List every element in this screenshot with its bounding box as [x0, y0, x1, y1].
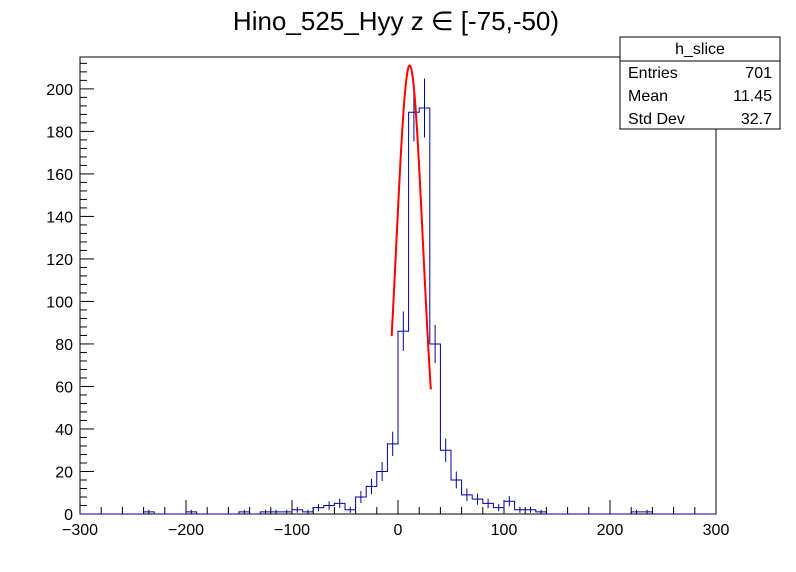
y-tick-label: 60 [55, 379, 73, 396]
x-tick-label: 300 [703, 522, 730, 539]
x-tick-label: −100 [274, 522, 310, 539]
stats-mean-value: 11.45 [733, 88, 772, 105]
y-tick-label: 0 [64, 507, 73, 524]
stats-box-name: h_slice [675, 41, 725, 58]
y-tick-label: 200 [46, 82, 73, 99]
stats-stddev-label: Std Dev [628, 111, 685, 128]
stats-entries-value: 701 [745, 65, 772, 82]
y-tick-label: 100 [46, 294, 73, 311]
stats-box-frame [619, 36, 781, 130]
histogram-series [80, 78, 716, 515]
x-tick-label: 200 [597, 522, 624, 539]
stats-stddev-value: 32.7 [741, 111, 772, 128]
x-tick-label: −200 [168, 522, 204, 539]
gaussian-fit-curve [390, 64, 432, 390]
y-axis: 0 20 40 60 80 100 120 140 160 180 200 [46, 62, 94, 524]
y-tick-label: 20 [55, 464, 73, 481]
y-tick-label: 120 [46, 252, 73, 269]
x-tick-label: −300 [62, 522, 98, 539]
y-tick-label: 80 [55, 337, 73, 354]
x-axis: −300 −200 −100 0 100 200 300 [62, 500, 729, 539]
chart-title: Hino_525_Hyy z ∈ [-75,-50) [233, 6, 559, 36]
histogram-outline [80, 107, 716, 515]
y-tick-label: 180 [46, 124, 73, 141]
stats-mean-label: Mean [628, 88, 668, 105]
y-tick-label: 40 [55, 422, 73, 439]
x-tick-label: 0 [394, 522, 403, 539]
y-tick-label: 160 [46, 167, 73, 184]
x-tick-label: 100 [491, 522, 518, 539]
stats-entries-label: Entries [628, 65, 678, 82]
stats-box: h_slice Entries 701 Mean 11.45 Std Dev 3… [619, 36, 781, 130]
gaussian-fit-series [390, 64, 432, 390]
y-tick-label: 140 [46, 209, 73, 226]
